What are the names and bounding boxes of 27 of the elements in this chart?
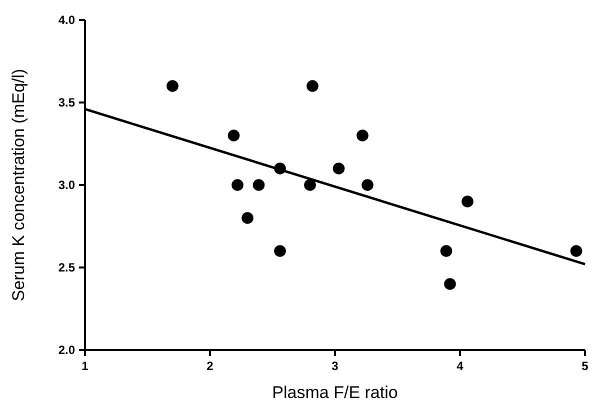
y-tick-label: 2.0 [58,343,76,358]
point [356,130,368,142]
point [444,278,456,290]
x-tick-label: 4 [456,359,464,373]
point [306,80,318,92]
point [362,179,374,191]
y-tick-label: 3.0 [58,178,76,192]
point [228,130,240,142]
x-tick-label: 3 [332,359,339,373]
point [242,212,254,224]
point [304,179,316,191]
x-axis-title: Plasma F/E ratio [272,383,398,402]
x-tick-label: 1 [82,359,89,373]
y-tick-label: 3.5 [58,96,76,110]
point [166,80,178,92]
x-tick-label: 2 [206,359,214,373]
y-axis-title: Serum K concentration (mEq/l) [9,68,28,302]
x-tick-label: 5 [582,359,589,373]
point [570,245,582,257]
point [462,196,474,208]
point [440,245,452,257]
point [232,179,244,191]
point [274,245,286,257]
point [332,162,345,174]
point [252,179,265,191]
y-tick-label: 4.0 [58,13,76,28]
y-tick-label: 2.5 [58,260,76,275]
